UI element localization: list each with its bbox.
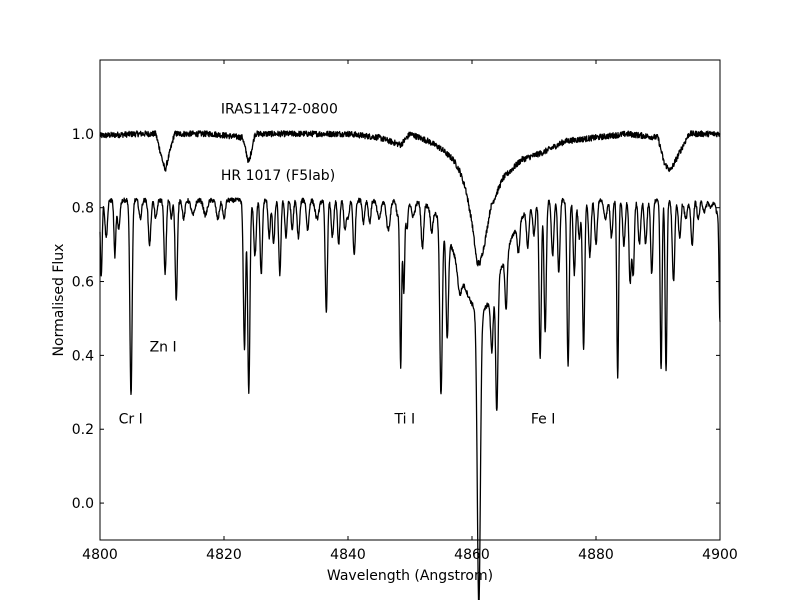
x-tick-label: 4800 <box>82 547 118 563</box>
annotation-label: Fe I <box>531 412 555 428</box>
y-tick-label: 1.0 <box>72 127 94 143</box>
annotation-label: HR 1017 (F5Iab) <box>221 168 335 184</box>
series-layer <box>99 130 721 600</box>
y-tick-label: 0.6 <box>72 275 94 291</box>
axes-frame <box>99 59 721 541</box>
x-axis-label: Wavelength (Angstrom) <box>327 568 493 584</box>
y-tick-label: 0.0 <box>72 496 94 512</box>
annotation-label: Cr I <box>119 412 143 428</box>
annotation-label: Zn I <box>150 340 177 356</box>
annotation-label: Ti I <box>394 412 416 428</box>
y-axis-label: Normalised Flux <box>51 244 67 357</box>
x-tick-label: 4820 <box>206 547 242 563</box>
annotation-label: IRAS11472-0800 <box>221 102 338 118</box>
annotation-layer: IRAS11472-0800 HR 1017 (F5Iab) Zn I Cr I Ti … <box>119 102 556 428</box>
y-tick-label: 0.2 <box>72 422 94 438</box>
x-tick-label: 4860 <box>454 547 490 563</box>
plot-area <box>99 59 721 600</box>
x-tick-label: 4880 <box>578 547 614 563</box>
x-tick-label: 4900 <box>702 547 738 563</box>
ticks-layer: 4800 4820 4840 4860 4880 4900 0.0 0.2 0.4 0.6 0.8 1… <box>72 60 738 563</box>
y-tick-label: 0.4 <box>72 348 94 364</box>
series-line-1 <box>99 130 721 267</box>
x-tick-label: 4840 <box>330 547 366 563</box>
y-tick-label: 0.8 <box>72 201 94 217</box>
series-line-2 <box>99 197 721 600</box>
